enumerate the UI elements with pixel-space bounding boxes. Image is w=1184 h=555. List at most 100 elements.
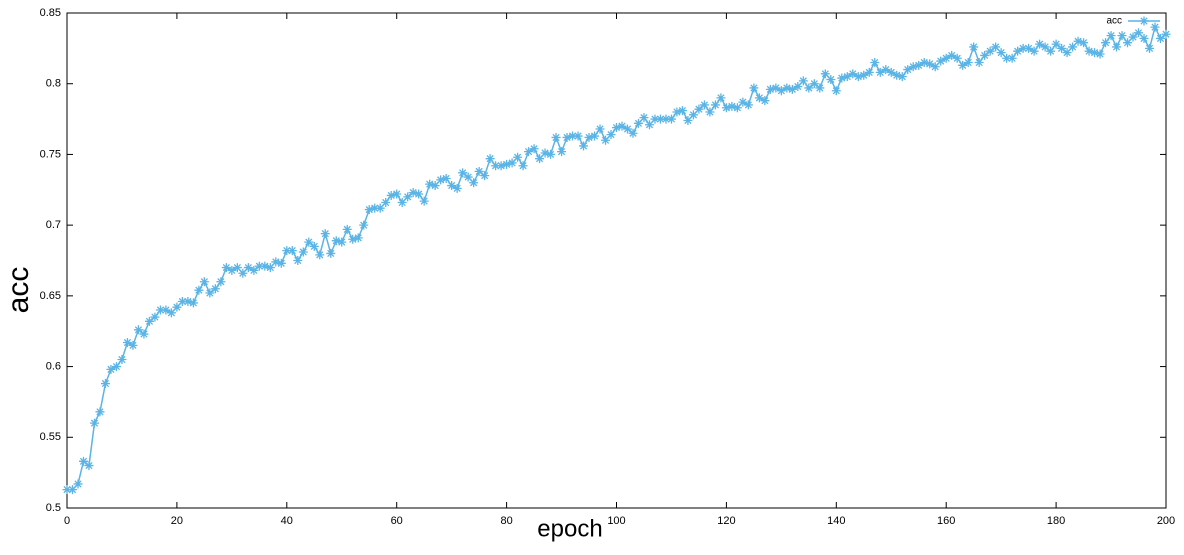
data-point [95, 407, 105, 417]
data-point [1090, 48, 1100, 58]
data-point [254, 261, 264, 271]
data-point [1101, 38, 1111, 48]
data-point [1007, 53, 1017, 63]
data-point [1145, 43, 1155, 53]
data-point [67, 485, 77, 495]
data-point [974, 58, 984, 67]
data-point [216, 277, 226, 287]
data-point [1057, 43, 1067, 53]
data-point [1051, 39, 1061, 49]
data-point [666, 114, 676, 124]
data-point [837, 73, 847, 83]
data-point [199, 277, 209, 287]
data-point [458, 168, 468, 178]
data-point [502, 159, 512, 169]
data-point [1139, 33, 1149, 43]
data-point [436, 175, 446, 185]
data-point [232, 263, 242, 273]
y-tick-label: 0.85 [40, 7, 61, 19]
data-point [485, 154, 495, 164]
data-point [809, 79, 819, 89]
data-point [628, 128, 638, 138]
data-point [447, 181, 457, 191]
data-point [540, 148, 550, 158]
y-tick-label: 0.75 [40, 148, 61, 160]
data-point [298, 247, 308, 257]
data-point [754, 93, 764, 103]
data-point [469, 178, 479, 188]
data-point [897, 72, 907, 82]
data-point [826, 74, 836, 84]
data-point [782, 83, 792, 93]
x-tick-label: 20 [171, 515, 183, 527]
data-point [892, 70, 902, 80]
data-point [683, 115, 693, 125]
data-point [1018, 43, 1028, 53]
data-point [859, 70, 869, 80]
data-point [831, 86, 841, 96]
data-point [348, 234, 358, 244]
data-point [518, 161, 528, 171]
data-point [579, 141, 589, 151]
data-point [573, 131, 583, 141]
data-point [776, 86, 786, 96]
data-point [551, 132, 561, 142]
data-point [787, 84, 797, 94]
y-axis-label: acc [2, 267, 35, 314]
data-point [397, 198, 407, 208]
data-point [342, 224, 352, 234]
data-point [320, 229, 330, 239]
data-point [952, 53, 962, 63]
data-point [359, 220, 369, 230]
data-point [496, 161, 506, 171]
data-point [958, 60, 968, 70]
y-tick-label: 0.55 [40, 431, 61, 443]
data-point [111, 362, 121, 372]
data-point [1073, 36, 1083, 46]
data-point [716, 93, 726, 103]
data-point [1062, 48, 1072, 58]
data-point [133, 325, 143, 335]
data-point [73, 479, 83, 489]
data-point [842, 72, 852, 82]
data-point [991, 42, 1001, 52]
data-point [914, 60, 924, 70]
data-point [315, 250, 325, 260]
data-point [881, 65, 891, 75]
data-point [1112, 42, 1122, 52]
data-point [238, 268, 248, 278]
data-point [633, 118, 643, 128]
data-point [463, 172, 473, 182]
data-point [1029, 46, 1039, 56]
legend-label: acc [1106, 16, 1122, 27]
data-point [749, 83, 759, 93]
data-point [430, 181, 440, 191]
data-point [557, 147, 567, 157]
data-point [353, 233, 363, 243]
data-point [260, 261, 270, 271]
data-point [996, 48, 1006, 58]
data-point [639, 113, 649, 123]
data-point [491, 161, 501, 171]
data-point [760, 96, 770, 106]
x-tick-label: 200 [1157, 515, 1175, 527]
data-point [963, 58, 973, 67]
data-point [177, 297, 187, 307]
data-point [985, 46, 995, 56]
data-point [364, 205, 374, 215]
data-point [194, 285, 204, 295]
data-point [331, 236, 341, 246]
data-point [166, 308, 176, 318]
data-point [771, 83, 781, 93]
plot-frame [66, 12, 1167, 509]
data-point [694, 104, 704, 114]
data-point [62, 485, 72, 495]
data-point [590, 131, 600, 141]
data-point [655, 114, 665, 124]
x-tick-label: 120 [717, 515, 735, 527]
y-tick-label: 0.6 [46, 360, 61, 372]
x-tick-label: 40 [281, 515, 293, 527]
data-point [1002, 53, 1012, 63]
data-point [925, 59, 935, 69]
legend-marker [1139, 16, 1149, 26]
